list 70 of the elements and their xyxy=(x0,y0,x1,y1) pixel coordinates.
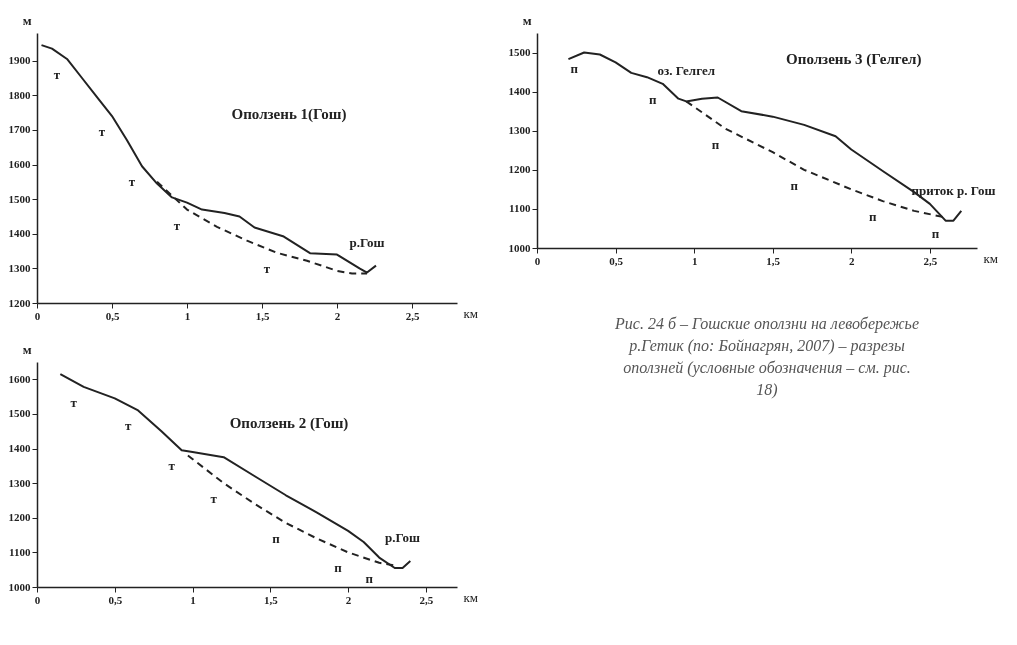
annotation: т xyxy=(128,174,136,190)
x-tick-label: 2,5 xyxy=(419,593,434,606)
annotation: п xyxy=(790,177,799,193)
y-tick-label: 1400 xyxy=(508,85,531,98)
y-tick-label: 1200 xyxy=(508,163,531,176)
y-tick-label: 1100 xyxy=(9,545,31,558)
annotation: т xyxy=(98,124,106,140)
x-tick-label: 1 xyxy=(190,593,196,606)
x-tick-label: 2 xyxy=(345,593,352,606)
y-tick-label: 1300 xyxy=(8,476,31,489)
x-axis-title: км xyxy=(983,250,999,266)
x-tick-label: 0,5 xyxy=(609,254,624,267)
annotation: п xyxy=(334,560,343,576)
x-tick-label: 2 xyxy=(334,309,341,322)
x-axis-title: км xyxy=(463,305,479,321)
x-tick-label: 1,5 xyxy=(766,254,781,267)
x-tick-label: 1,5 xyxy=(255,309,270,322)
y-tick-label: 1600 xyxy=(8,158,31,171)
annotation: п xyxy=(931,225,940,241)
y-tick-label: 1100 xyxy=(509,202,531,215)
y-tick-label: 1500 xyxy=(8,192,31,205)
y-tick-label: 1400 xyxy=(8,442,31,455)
y-tick-label: 1700 xyxy=(8,123,31,136)
y-tick-label: 1300 xyxy=(508,124,531,137)
x-tick-label: 2 xyxy=(849,254,856,267)
annotation: п xyxy=(365,570,374,586)
x-tick-label: 2,5 xyxy=(923,254,938,267)
annotation: п xyxy=(570,60,579,76)
annotation: п xyxy=(648,91,657,107)
x-tick-label: 0 xyxy=(34,593,41,606)
annotation: п xyxy=(272,530,281,546)
x-axis-title: км xyxy=(463,589,479,605)
y-axis-title: м xyxy=(22,12,32,28)
annotation: т xyxy=(263,260,271,276)
y-tick-label: 1800 xyxy=(8,88,31,101)
annotation: оз. Гелгел xyxy=(657,63,715,79)
x-tick-label: 0 xyxy=(534,254,541,267)
y-tick-label: 1900 xyxy=(8,54,31,67)
x-tick-label: 1 xyxy=(184,309,191,322)
x-tick-label: 1,5 xyxy=(263,593,279,606)
text: Рис. 24 б – Гошские оползни на левобережье р.Гетик (по: Бойнагрян, 2007) – разрезы оползней (условные обозначения – см. рис. 18) xyxy=(614,315,919,399)
text: Оползень 1(Гош) xyxy=(231,106,347,123)
annotation: т xyxy=(124,418,132,434)
text: Оползень 2 (Гош) xyxy=(229,414,349,432)
annotation: п xyxy=(711,136,720,152)
x-tick-label: 0,5 xyxy=(105,309,120,322)
y-tick-label: 1200 xyxy=(8,296,31,309)
y-tick-label: 1400 xyxy=(8,227,31,240)
text: Оползень 3 (Гелгел) xyxy=(786,50,922,68)
annotation: т xyxy=(168,458,176,474)
annotation: т xyxy=(210,491,218,507)
x-tick-label: 0,5 xyxy=(108,593,123,606)
y-tick-label: 1000 xyxy=(8,580,31,593)
x-tick-label: 1 xyxy=(691,254,698,267)
annotation: т xyxy=(70,394,78,410)
y-tick-label: 1500 xyxy=(508,46,531,59)
annotation: т xyxy=(53,66,61,82)
annotation: р.Гош xyxy=(349,234,385,250)
y-tick-label: 1200 xyxy=(8,511,31,524)
y-axis-title: м xyxy=(22,341,32,357)
y-tick-label: 1500 xyxy=(8,407,31,420)
y-tick-label: 1600 xyxy=(8,372,31,385)
x-tick-label: 2,5 xyxy=(405,309,420,322)
y-tick-label: 1300 xyxy=(8,261,31,274)
annotation: п xyxy=(868,209,877,225)
y-tick-label: 1000 xyxy=(508,241,531,254)
annotation: т xyxy=(173,217,181,233)
x-tick-label: 0 xyxy=(34,309,41,322)
y-axis-title: м xyxy=(522,12,532,28)
annotation: р.Гош xyxy=(385,529,421,545)
